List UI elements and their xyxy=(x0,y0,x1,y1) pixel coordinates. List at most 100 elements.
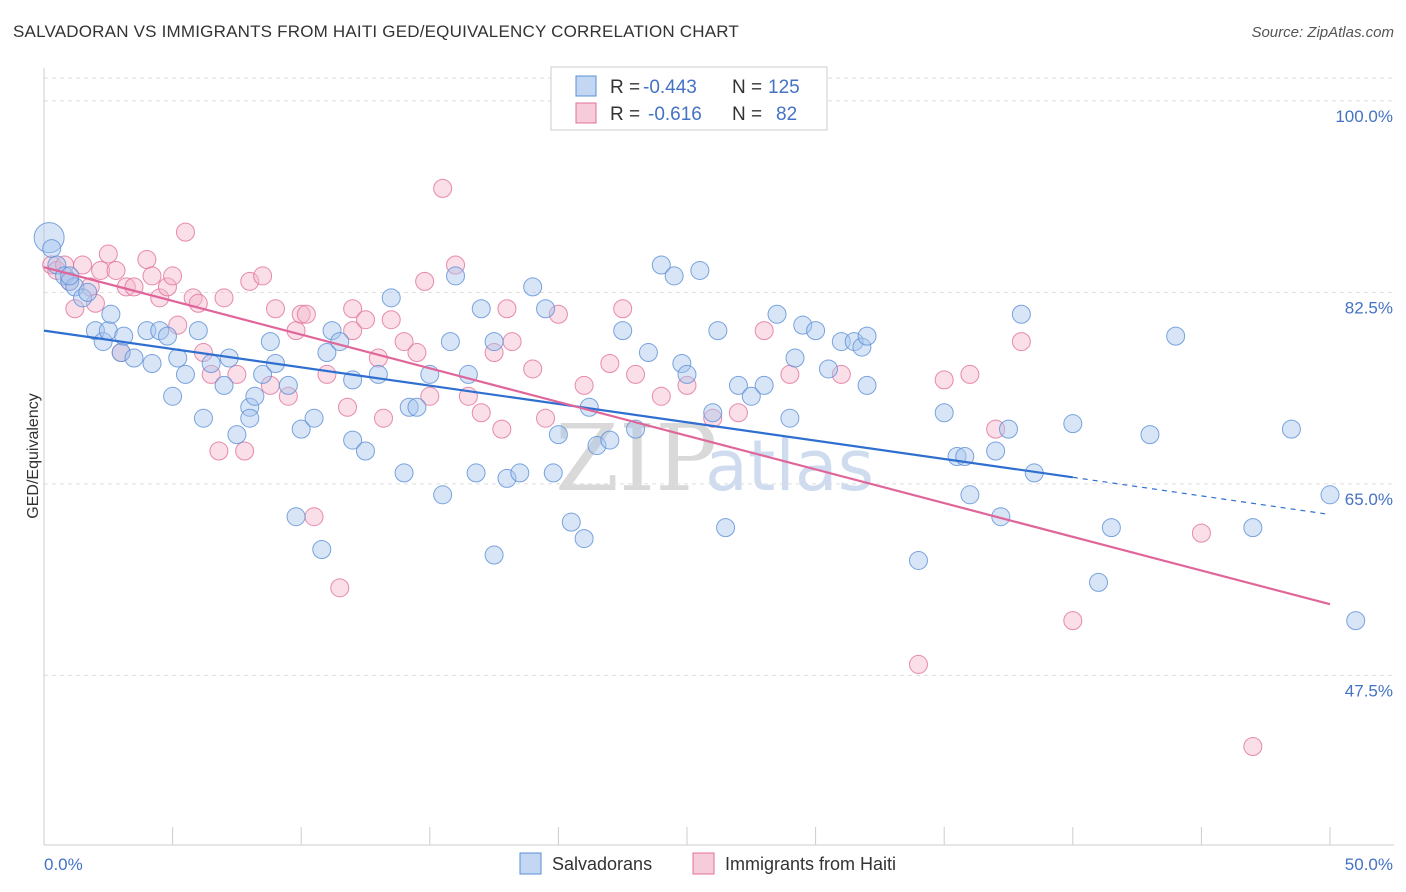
haiti-point-14 xyxy=(137,250,157,270)
haiti-point-48 xyxy=(407,343,427,363)
salvadoran-point-28 xyxy=(227,425,247,445)
stats-legend-box xyxy=(550,66,828,131)
salvadoran-point-7 xyxy=(73,288,93,308)
haiti-point-28 xyxy=(235,441,255,461)
x-tick-label-1: 50.0% xyxy=(1345,855,1393,874)
haiti-point-58 xyxy=(502,332,522,352)
salvadoran-point-56 xyxy=(466,463,486,483)
salvadoran-point-72 xyxy=(626,419,646,439)
salvadoran-point-79 xyxy=(703,403,723,423)
haiti-point-42 xyxy=(343,321,363,341)
haiti-point-60 xyxy=(536,408,556,428)
salvadoran-point-12 xyxy=(101,304,121,324)
haiti-point-54 xyxy=(471,403,491,423)
salvadoran-point-40 xyxy=(317,343,337,363)
trend-lines xyxy=(43,266,1331,606)
axes xyxy=(43,68,1394,846)
salvadoran-point-74 xyxy=(651,255,671,275)
salvadoran-point-26 xyxy=(214,375,234,395)
series-legend-label-haiti: Immigrants from Haiti xyxy=(725,854,896,874)
legend-n-value-2: 82 xyxy=(776,104,797,125)
haiti-point-20 xyxy=(175,222,195,242)
legend-r-label-1: R = xyxy=(610,77,640,98)
salvadoran-point-100 xyxy=(960,485,980,505)
salvadoran-point-47 xyxy=(381,288,401,308)
salvadoran-point-90 xyxy=(818,359,838,379)
salvadoran-point-19 xyxy=(157,326,177,346)
salvadoran-point-94 xyxy=(857,375,877,395)
salvadoran-point-1 xyxy=(42,239,62,259)
haiti-point-27 xyxy=(227,364,247,384)
salvadoran-point-41 xyxy=(322,321,342,341)
legend-n-label-2: N = xyxy=(732,104,762,125)
haiti-point-37 xyxy=(304,507,324,527)
salvadoran-point-63 xyxy=(536,299,556,319)
salvadoran-point-64 xyxy=(543,463,563,483)
salvadoran-point-20 xyxy=(163,386,183,406)
haiti-point-45 xyxy=(374,408,394,428)
y-tick-label-0: 100.0% xyxy=(1335,107,1393,126)
salvadoran-trend-extension xyxy=(1072,476,1331,516)
y-tick-label-3: 47.5% xyxy=(1345,681,1393,700)
haiti-point-67 xyxy=(677,375,697,395)
haiti-point-40 xyxy=(337,397,357,417)
salvadoran-point-75 xyxy=(664,266,684,286)
haiti-point-69 xyxy=(728,403,748,423)
salvadoran-point-88 xyxy=(793,315,813,335)
haiti-point-29 xyxy=(240,271,260,291)
haiti-point-51 xyxy=(433,178,453,198)
x-ticks xyxy=(43,827,1331,845)
haiti-point-65 xyxy=(626,364,646,384)
haiti-point-80 xyxy=(1243,737,1263,757)
salvadoran-point-108 xyxy=(1101,518,1121,538)
salvadoran-point-110 xyxy=(1166,326,1186,346)
salvadoran-point-84 xyxy=(754,375,774,395)
haiti-point-46 xyxy=(381,310,401,330)
y-axis-label: GED/Equivalency xyxy=(25,393,42,518)
salvadoran-point-112 xyxy=(1281,419,1301,439)
salvadoran-trend-line xyxy=(43,329,1073,479)
salvadoran-point-114 xyxy=(1346,611,1366,631)
haiti-point-39 xyxy=(330,578,350,598)
haiti-point-66 xyxy=(651,386,671,406)
salvadoran-point-107 xyxy=(1089,572,1109,592)
haiti-point-47 xyxy=(394,332,414,352)
haiti-points xyxy=(42,178,1263,757)
haiti-point-43 xyxy=(356,310,375,330)
salvadoran-point-86 xyxy=(780,408,800,428)
salvadoran-point-37 xyxy=(291,419,311,439)
salvadoran-point-106 xyxy=(1063,414,1083,434)
salvadoran-point-59 xyxy=(484,545,504,565)
salvadoran-point-31 xyxy=(245,386,265,406)
haiti-point-55 xyxy=(484,343,504,363)
salvadoran-point-50 xyxy=(407,397,427,417)
haiti-point-77 xyxy=(1011,332,1031,352)
salvadoran-point-111 xyxy=(1243,518,1263,538)
haiti-point-44 xyxy=(368,348,388,368)
haiti-point-17 xyxy=(157,277,177,297)
salvadoran-point-65 xyxy=(548,425,568,445)
salvadoran-point-32 xyxy=(253,364,273,384)
salvadoran-point-78 xyxy=(690,260,710,280)
salvadoran-point-81 xyxy=(716,518,736,538)
salvadoran-point-15 xyxy=(124,348,144,368)
source-label: Source: ZipAtlas.com xyxy=(1251,24,1394,41)
salvadoran-point-96 xyxy=(908,550,928,570)
haiti-point-63 xyxy=(600,353,620,373)
salvadoran-point-62 xyxy=(523,277,543,297)
series-legend-swatch-salvadorans xyxy=(519,852,542,875)
salvadoran-point-93 xyxy=(852,337,872,357)
y-tick-label-1: 82.5% xyxy=(1345,298,1393,317)
haiti-point-70 xyxy=(754,321,774,341)
haiti-point-24 xyxy=(201,364,221,384)
salvadoran-point-23 xyxy=(188,321,208,341)
haiti-point-68 xyxy=(703,408,723,428)
salvadoran-point-39 xyxy=(312,540,332,560)
series-legend: Salvadorans Immigrants from Haiti xyxy=(519,852,896,875)
haiti-point-33 xyxy=(278,386,298,406)
haiti-point-18 xyxy=(163,266,183,286)
salvadoran-point-101 xyxy=(986,441,1006,461)
salvadoran-point-52 xyxy=(433,485,453,505)
series-legend-swatch-haiti xyxy=(692,852,715,875)
